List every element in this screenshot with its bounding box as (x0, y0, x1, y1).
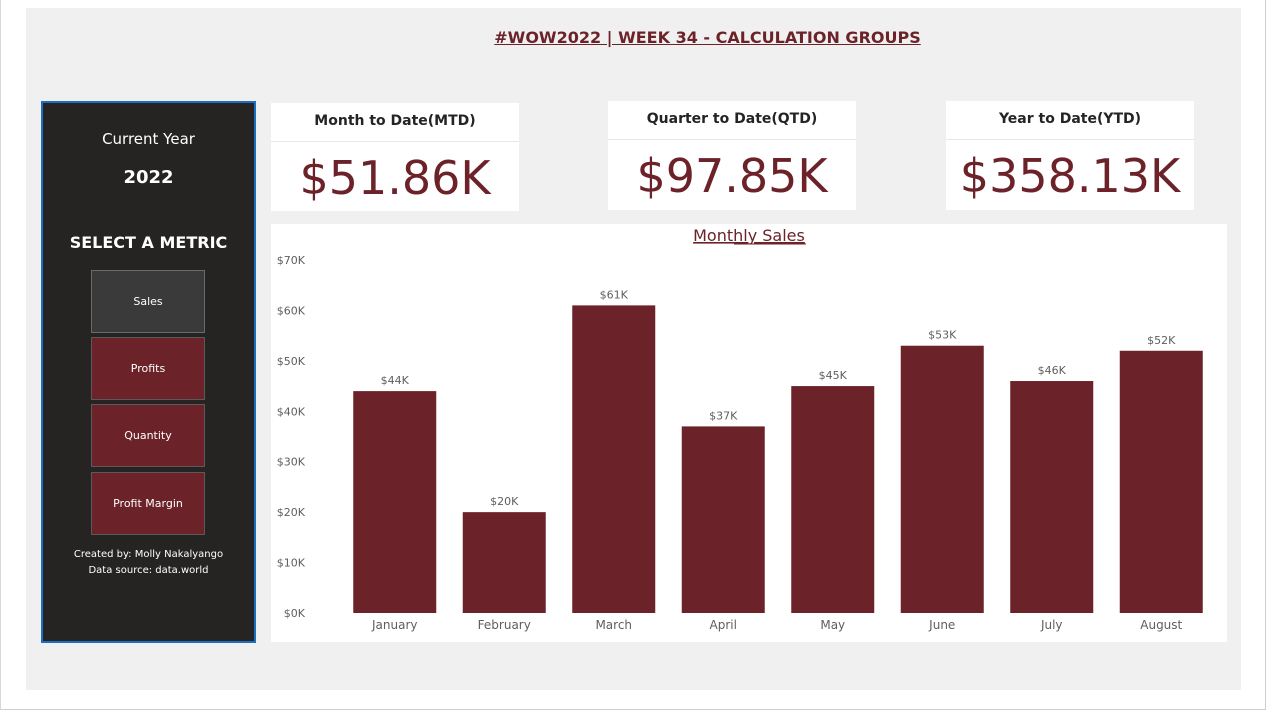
bar-june[interactable] (900, 345, 984, 613)
metric-button-profit-margin[interactable]: Profit Margin (91, 472, 205, 535)
x-tick-label-march: March (595, 618, 632, 632)
kpi-card-ytd: Year to Date(YTD) $358.13K (946, 101, 1194, 210)
data-label-february: $20K (490, 495, 519, 508)
x-tick-label-may: May (820, 618, 845, 632)
data-label-june: $53K (928, 329, 957, 342)
kpi-value-qtd: $97.85K (636, 149, 828, 203)
x-tick-label-april: April (710, 618, 737, 632)
x-tick-label-august: August (1140, 618, 1182, 632)
kpi-value-mtd: $51.86K (299, 151, 491, 205)
data-label-july: $46K (1038, 364, 1067, 377)
y-tick-label: $60K (277, 304, 306, 317)
y-tick-label: $70K (277, 254, 306, 267)
y-tick-label: $10K (277, 557, 306, 570)
data-label-january: $44K (381, 374, 410, 387)
bar-april[interactable] (681, 426, 765, 613)
data-source-text: Data source: data.world (88, 565, 209, 576)
select-metric-heading: SELECT A METRIC (69, 233, 228, 252)
x-tick-label-july: July (1040, 618, 1063, 632)
y-tick-label: $20K (277, 506, 306, 519)
data-label-april: $37K (709, 409, 738, 422)
kpi-title-qtd: Quarter to Date(QTD) (608, 101, 856, 140)
kpi-card-mtd: Month to Date(MTD) $51.86K (271, 103, 519, 211)
created-by-text: Created by: Molly Nakalyango (73, 549, 224, 560)
current-year-value: 2022 (123, 167, 174, 188)
kpi-card-qtd: Quarter to Date(QTD) $97.85K (608, 101, 856, 210)
kpi-title-mtd: Month to Date(MTD) (271, 103, 519, 142)
metric-button-sales[interactable]: Sales (91, 270, 205, 333)
data-label-august: $52K (1147, 334, 1176, 347)
x-tick-label-january: January (371, 618, 418, 632)
kpi-value-ytd: $358.13K (959, 149, 1181, 203)
metric-button-profits[interactable]: Profits (91, 337, 205, 400)
data-label-may: $45K (819, 369, 848, 382)
y-tick-label: $30K (277, 456, 306, 469)
x-tick-label-february: February (478, 618, 531, 632)
bar-january[interactable] (353, 391, 437, 613)
bar-february[interactable] (462, 512, 546, 613)
monthly-sales-chart: Monthly Sales $0K $10K $20K $30K $40K $50K $60… (271, 224, 1227, 642)
metric-sidebar: Current Year 2022 SELECT A METRIC Sales … (41, 101, 256, 643)
chart-svg: Monthly Sales $0K $10K $20K $30K $40K $50K $60… (277, 226, 1203, 632)
bar-july[interactable] (1010, 381, 1094, 613)
y-tick-label: $0K (284, 607, 306, 620)
data-label-march: $61K (600, 288, 629, 301)
bar-march[interactable] (572, 305, 656, 613)
metric-button-quantity[interactable]: Quantity (91, 404, 205, 467)
kpi-title-ytd: Year to Date(YTD) (946, 101, 1194, 140)
report-title: #WOW2022 | WEEK 34 - CALCULATION GROUPS (494, 28, 921, 47)
y-tick-label: $50K (277, 355, 306, 368)
chart-title: Monthly Sales (693, 226, 805, 245)
bar-may[interactable] (791, 386, 875, 613)
y-tick-label: $40K (277, 405, 306, 418)
x-tick-label-june: June (928, 618, 955, 632)
bar-august[interactable] (1119, 350, 1203, 613)
current-year-label: Current Year (102, 130, 195, 148)
